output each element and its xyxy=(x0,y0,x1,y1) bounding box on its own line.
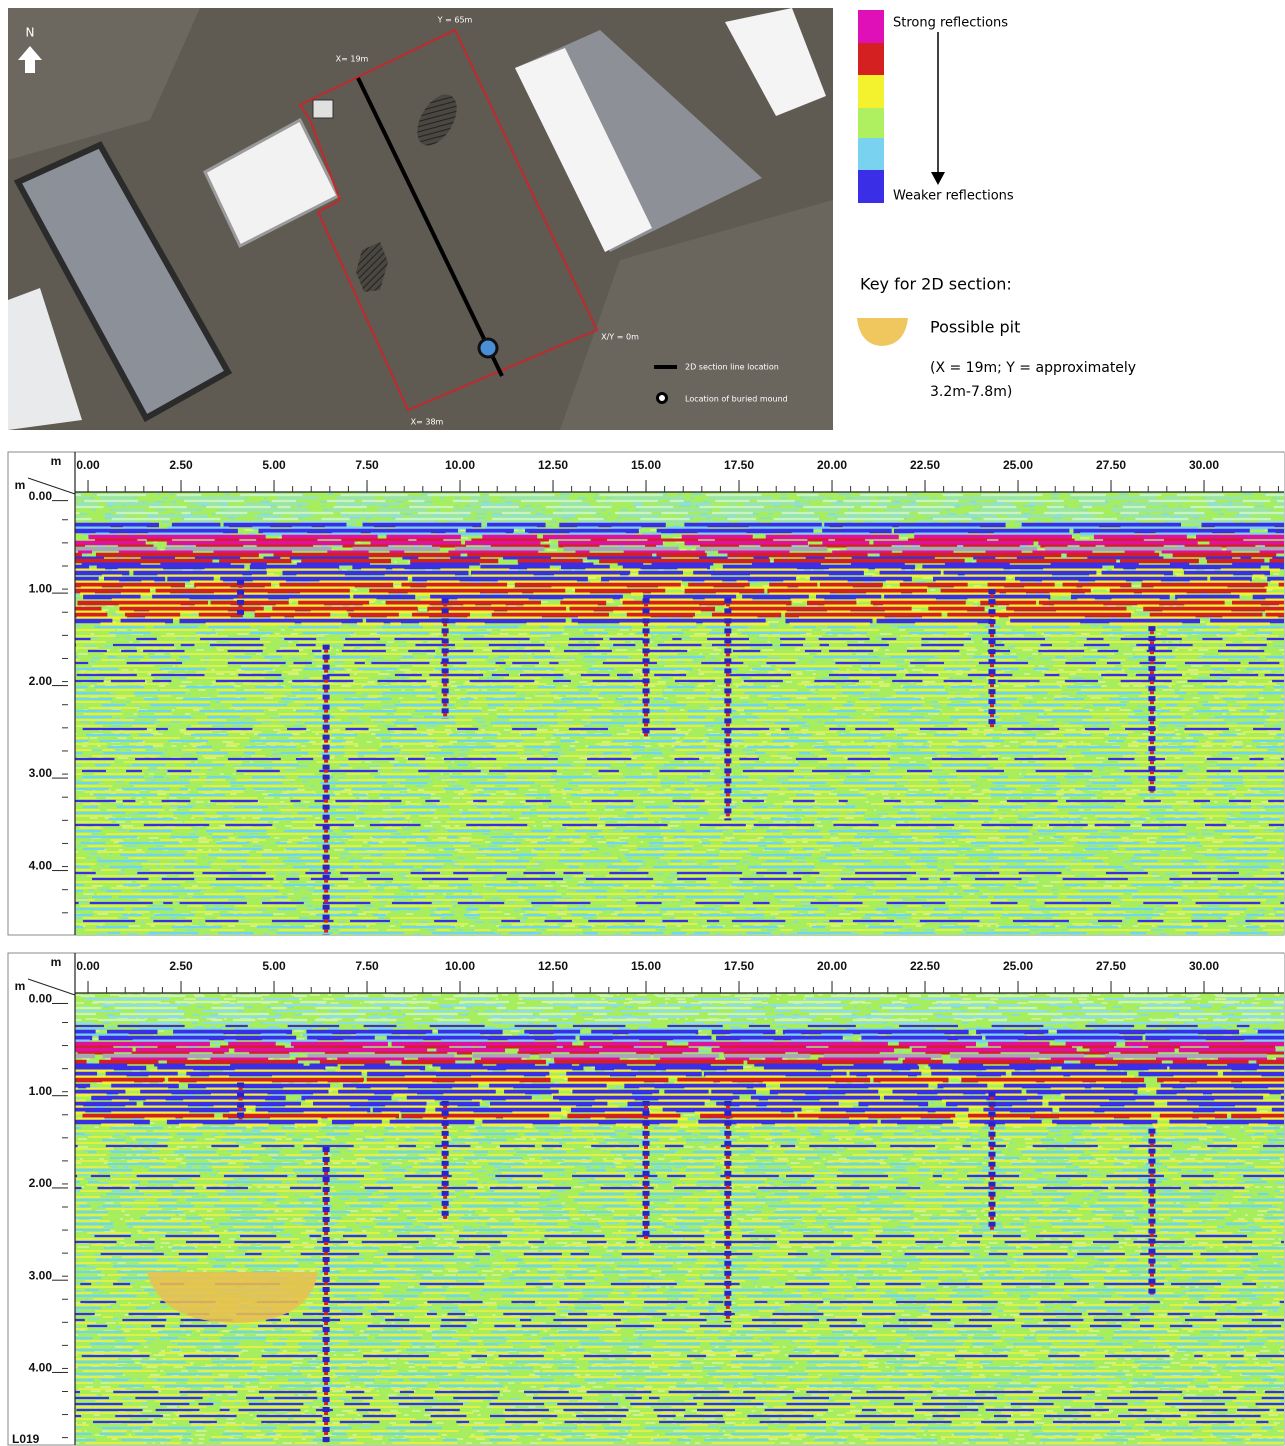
y-tick-label: 2.00 xyxy=(29,674,53,688)
scale-label: Strong reflections xyxy=(893,16,1008,31)
page: {"map": {"north": "N", "labels": {"y_top… xyxy=(0,0,1285,1446)
y-tick-label: 4.00 xyxy=(29,859,53,873)
x-tick-label: 7.50 xyxy=(355,458,379,472)
x-tick-label: 2.50 xyxy=(169,458,193,472)
key-note: 3.2m-7.8m) xyxy=(930,384,1012,400)
x-tick-label: 15.00 xyxy=(631,959,661,973)
scale-swatch xyxy=(858,138,884,170)
x-tick-label: 25.00 xyxy=(1003,959,1033,973)
y-unit: m xyxy=(15,478,26,492)
legend-dot xyxy=(658,394,667,403)
scale-swatch xyxy=(858,170,884,203)
key-item: Possible pit xyxy=(930,318,1020,337)
x-tick-label: 5.00 xyxy=(262,458,286,472)
y-unit: m xyxy=(15,979,26,993)
x-tick-label: 22.50 xyxy=(910,959,940,973)
x-tick-label: 25.00 xyxy=(1003,458,1033,472)
y-tick-label: 1.00 xyxy=(29,1084,53,1098)
small-structure xyxy=(313,100,333,118)
scale-swatch xyxy=(858,75,884,108)
x-tick-label: 15.00 xyxy=(631,458,661,472)
map-label: X= 38m xyxy=(411,418,444,427)
x-tick-label: 0.00 xyxy=(76,458,100,472)
reflection-scale: Strong reflections Weaker reflections xyxy=(858,10,1014,204)
x-tick-label: 30.00 xyxy=(1189,458,1219,472)
pit-swatch xyxy=(857,318,908,346)
x-tick-label: 12.50 xyxy=(538,458,568,472)
x-tick-label: 7.50 xyxy=(355,959,379,973)
x-tick-label: 27.50 xyxy=(1096,959,1126,973)
y-tick-label: 1.00 xyxy=(29,581,53,595)
radargram-texture xyxy=(75,993,1284,1445)
map-label: Y = 65m xyxy=(437,16,473,25)
line-label: L019 xyxy=(12,1432,40,1446)
x-tick-label: 12.50 xyxy=(538,959,568,973)
x-tick-label: 30.00 xyxy=(1189,959,1219,973)
x-tick-label: 22.50 xyxy=(910,458,940,472)
x-tick-label: 17.50 xyxy=(724,959,754,973)
scale-arrowhead xyxy=(931,172,945,185)
radargram-texture xyxy=(75,492,1284,941)
x-tick-label: 0.00 xyxy=(76,959,100,973)
map-legend-text: 2D section line location xyxy=(685,363,779,372)
buried-mound xyxy=(479,339,497,357)
y-tick-label: 3.00 xyxy=(29,766,53,780)
key-title: Key for 2D section: xyxy=(860,275,1012,294)
y-tick-label: 0.00 xyxy=(29,992,53,1006)
scale-swatch xyxy=(858,108,884,138)
x-tick-label: 5.00 xyxy=(262,959,286,973)
x-tick-label: 10.00 xyxy=(445,959,475,973)
y-tick-label: 3.00 xyxy=(29,1268,53,1282)
map-label: X/Y = 0m xyxy=(601,333,639,342)
key-note: (X = 19m; Y = approximately xyxy=(930,360,1136,376)
aerial-map: N Y = 65m X= 19m X/Y = 0m X= 38m 2D sect… xyxy=(8,8,833,430)
scale-swatch xyxy=(858,10,884,43)
map-legend-text: Location of buried mound xyxy=(685,395,788,404)
y-tick-label: 2.00 xyxy=(29,1176,53,1190)
section-key: Key for 2D section: Possible pit (X = 19… xyxy=(857,275,1136,401)
x-tick-label: 27.50 xyxy=(1096,458,1126,472)
x-tick-label: 17.50 xyxy=(724,458,754,472)
x-tick-label: 20.00 xyxy=(817,458,847,472)
figure: N Y = 65m X= 19m X/Y = 0m X= 38m 2D sect… xyxy=(0,0,1285,1446)
y-tick-label: 4.00 xyxy=(29,1361,53,1375)
x-tick-label: 2.50 xyxy=(169,959,193,973)
x-tick-label: 10.00 xyxy=(445,458,475,472)
map-label: X= 19m xyxy=(336,55,369,64)
y-tick-label: 0.00 xyxy=(29,489,53,503)
x-unit: m xyxy=(51,454,62,468)
north-label: N xyxy=(26,26,35,40)
x-tick-label: 20.00 xyxy=(817,959,847,973)
scale-swatch xyxy=(858,43,884,75)
x-unit: m xyxy=(51,955,62,969)
scale-label: Weaker reflections xyxy=(893,189,1014,204)
